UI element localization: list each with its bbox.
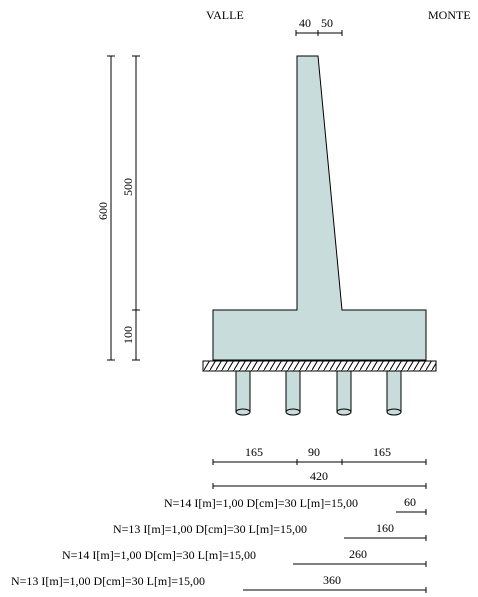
- total-height-value: 600: [96, 202, 110, 220]
- pile-row-1: N=14 I[m]=1,00 D[cm]=30 L[m]=15,00 60: [164, 495, 427, 515]
- pile-row-distance: 60: [404, 495, 416, 509]
- pile-row-distance: 160: [376, 521, 394, 535]
- pile-row-2: N=13 I[m]=1,00 D[cm]=30 L[m]=15,00 160: [113, 521, 427, 541]
- total-height-dimension: 600: [96, 55, 115, 361]
- pile-row-4: N=13 I[m]=1,00 D[cm]=30 L[m]=15,00 360: [11, 573, 427, 593]
- pile-1: [235, 370, 251, 416]
- pile-row-distance: 360: [323, 573, 341, 587]
- pile-row-spec: N=13 I[m]=1,00 D[cm]=30 L[m]=15,00: [113, 522, 307, 536]
- valle-label: VALLE: [206, 8, 244, 22]
- hatched-base: [202, 360, 437, 372]
- heel-value: 165: [373, 445, 391, 459]
- footing-width-dimension: 420: [212, 469, 427, 489]
- monte-label: MONTE: [428, 8, 471, 22]
- pile-row-spec: N=13 I[m]=1,00 D[cm]=30 L[m]=15,00: [11, 574, 205, 588]
- stem-top-left-value: 40: [299, 16, 311, 30]
- pile-2: [285, 370, 301, 416]
- footing-segments-dimension: 165 90 165: [212, 445, 427, 465]
- pile-row-3: N=14 I[m]=1,00 D[cm]=30 L[m]=15,00 260: [62, 547, 427, 567]
- footing-height-value: 100: [121, 326, 135, 344]
- toe-value: 165: [245, 445, 263, 459]
- pile-row-spec: N=14 I[m]=1,00 D[cm]=30 L[m]=15,00: [164, 496, 358, 510]
- stem-height-dimension: 500 100: [121, 55, 140, 361]
- pile-4: [386, 370, 402, 416]
- wall-body: [212, 55, 427, 361]
- stem-height-value: 500: [121, 178, 135, 196]
- footing-width-value: 420: [310, 469, 328, 483]
- stem-top-dimension: 40 50: [295, 16, 343, 36]
- stem-base-value: 90: [308, 445, 320, 459]
- stem-top-right-value: 50: [321, 16, 333, 30]
- pile-row-distance: 260: [349, 547, 367, 561]
- pile-3: [336, 370, 352, 416]
- pile-row-spec: N=14 I[m]=1,00 D[cm]=30 L[m]=15,00: [62, 548, 256, 562]
